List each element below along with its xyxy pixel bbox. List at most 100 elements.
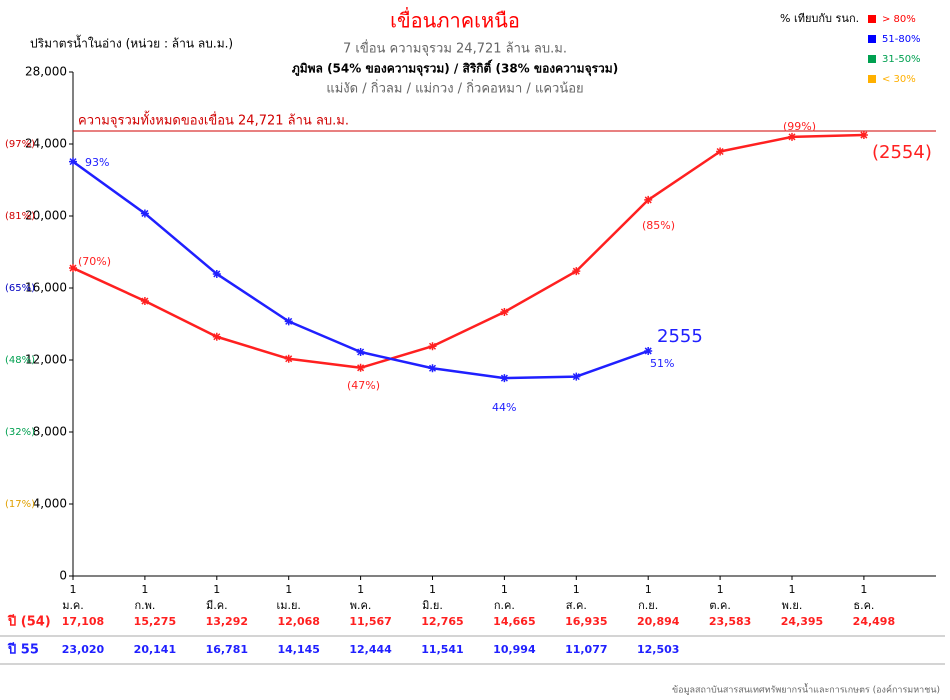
point-marker: [859, 131, 868, 140]
table-value: 12,503: [637, 643, 679, 656]
table-value: 11,567: [349, 615, 391, 628]
point-marker: [140, 209, 149, 218]
y-tick-label: 0: [59, 569, 67, 583]
y-tick-label: 8,000: [33, 425, 67, 439]
y-pct-label: (17%): [5, 499, 35, 510]
legend-title: % เทียบกับ รนก.: [780, 12, 859, 25]
y-tick-label: 20,000: [25, 209, 67, 223]
x-tick-label: ธ.ค.: [853, 599, 874, 612]
point-marker: [356, 363, 365, 372]
x-tick-day: 1: [285, 583, 292, 596]
x-tick-day: 1: [429, 583, 436, 596]
point-marker: [500, 308, 509, 317]
point-annotation: (47%): [347, 379, 380, 392]
table-value: 11,541: [421, 643, 463, 656]
x-tick-day: 1: [645, 583, 652, 596]
y-pct-label: (97%): [5, 139, 35, 150]
x-tick-label: ก.ย.: [638, 599, 658, 612]
legend-swatch: [868, 75, 876, 83]
y-tick-label: 28,000: [25, 65, 67, 79]
table-value: 20,894: [637, 615, 680, 628]
point-marker: [716, 147, 725, 156]
capacity-label: ความจุรวมทั้งหมดของเขื่อน 24,721 ล้าน ลบ…: [78, 111, 349, 129]
x-tick-day: 1: [213, 583, 220, 596]
legend-label: 51-80%: [882, 34, 921, 45]
legend-label: 31-50%: [882, 54, 921, 65]
table-value: 24,395: [781, 615, 823, 628]
table-value: 23,583: [709, 615, 751, 628]
point-marker: [428, 342, 437, 351]
table-row-label: ปี 55: [7, 642, 39, 658]
point-annotation: 51%: [650, 357, 674, 370]
series-label: 2555: [657, 326, 703, 347]
x-tick-label: ก.ค.: [494, 599, 515, 612]
table-value: 16,781: [206, 643, 248, 656]
y-tick-label: 24,000: [25, 137, 67, 151]
table-value: 23,020: [62, 643, 105, 656]
series-line: [72, 133, 864, 370]
x-tick-day: 1: [860, 583, 867, 596]
x-tick-label: เม.ย.: [276, 599, 300, 612]
y-tick-label: 4,000: [33, 497, 67, 511]
table-value: 14,145: [277, 643, 319, 656]
table-value: 16,935: [565, 615, 607, 628]
legend-label: > 80%: [882, 14, 916, 25]
x-tick-label: ต.ค.: [709, 599, 731, 612]
point-marker: [572, 267, 581, 276]
series-line: [72, 160, 649, 380]
point-marker: [212, 332, 221, 341]
point-marker: [69, 157, 77, 166]
table-value: 17,108: [62, 615, 104, 628]
x-tick-day: 1: [70, 583, 77, 596]
x-tick-day: 1: [717, 583, 724, 596]
table-value: 12,068: [277, 615, 319, 628]
point-annotation: 93%: [85, 156, 109, 169]
legend-swatch: [868, 15, 876, 23]
x-tick-label: พ.ย.: [782, 599, 803, 612]
point-marker: [140, 297, 149, 306]
point-marker: [572, 372, 581, 381]
x-tick-day: 1: [501, 583, 508, 596]
point-marker: [69, 264, 77, 273]
subtitle: ภูมิพล (54% ของความจุรวม) / สิริกิติ์ (3…: [292, 60, 618, 77]
y-tick-label: 12,000: [25, 353, 67, 367]
y-axis-label: ปริมาตรน้ำในอ่าง (หน่วย : ล้าน ลบ.ม.): [30, 35, 233, 51]
point-marker: [212, 269, 221, 278]
table-value: 15,275: [134, 615, 176, 628]
x-tick-day: 1: [141, 583, 148, 596]
x-tick-day: 1: [789, 583, 796, 596]
y-pct-label: (65%): [5, 283, 35, 294]
source: ข้อมูลสถาบันสารสนเทศทรัพยากรน้ำและการเกษ…: [672, 683, 940, 696]
y-tick-label: 16,000: [25, 281, 67, 295]
table-value: 20,141: [134, 643, 176, 656]
table-value: 10,994: [493, 643, 536, 656]
table-value: 12,765: [421, 615, 463, 628]
point-marker: [284, 354, 293, 363]
x-tick-day: 1: [357, 583, 364, 596]
point-marker: [284, 317, 293, 326]
legend-swatch: [868, 35, 876, 43]
subtitle: 7 เขื่อน ความจุรวม 24,721 ล้าน ลบ.ม.: [343, 40, 567, 57]
point-annotation: (70%): [78, 255, 111, 268]
table-value: 12,444: [349, 643, 392, 656]
x-tick-label: ส.ค.: [566, 599, 587, 612]
point-annotation: 44%: [492, 401, 516, 414]
subtitle: แม่งัด / กิ่วลม / แม่กวง / กิ่วคอหมา / แ…: [326, 80, 583, 97]
table-value: 14,665: [493, 615, 535, 628]
legend-label: < 30%: [882, 74, 916, 85]
point-annotation: (99%): [783, 120, 816, 133]
table-value: 13,292: [206, 615, 248, 628]
x-tick-label: มี.ค.: [206, 599, 228, 612]
legend-swatch: [868, 55, 876, 63]
table-value: 11,077: [565, 643, 607, 656]
point-marker: [644, 195, 653, 204]
point-marker: [788, 132, 796, 141]
y-pct-label: (81%): [5, 211, 35, 222]
point-marker: [428, 364, 437, 373]
chart-title: เขื่อนภาคเหนือ: [390, 7, 520, 33]
x-tick-label: ก.พ.: [134, 599, 155, 612]
series-label: (2554): [872, 142, 932, 163]
point-marker: [644, 346, 653, 355]
table-value: 24,498: [853, 615, 895, 628]
